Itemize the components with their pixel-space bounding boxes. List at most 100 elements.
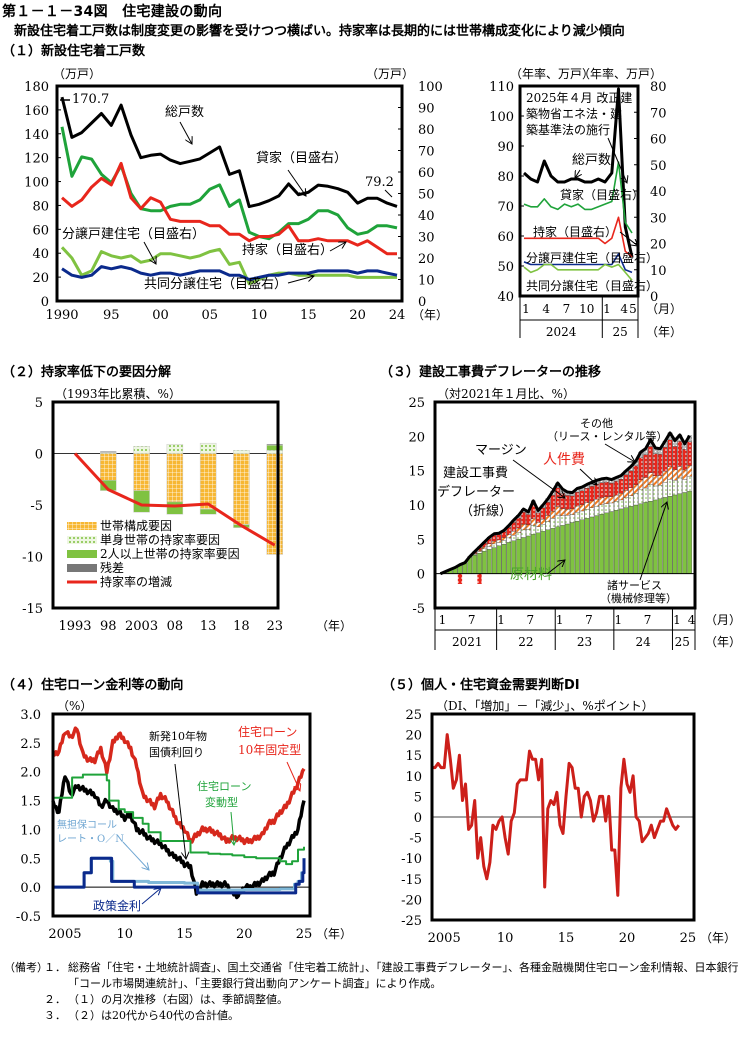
bar-segment-マージン: [555, 506, 560, 516]
x-year-label: 23: [577, 635, 592, 649]
y-tick-left: 80: [497, 170, 514, 185]
annotation-deflator-2: デフレーター: [437, 484, 515, 500]
annotation-170-7: 170.7: [72, 92, 109, 107]
bar-segment-人件費: [643, 454, 648, 478]
bar-segment-諸サービス（機械修理等）: [584, 509, 590, 519]
y-tick-left: 180: [24, 80, 49, 95]
bar-segment-諸サービス（機械修理等）: [667, 479, 673, 497]
bar-segment-原材料: [604, 512, 609, 574]
x-tick-label: 15: [176, 927, 193, 942]
notes-label: （備考）: [4, 961, 48, 974]
y-tick-label: 25: [405, 708, 422, 723]
bar-segment-世帯構成要因: [100, 453, 117, 481]
bar-segment-2人以上世帯の持家率要因: [266, 445, 283, 451]
y-tick-left: 100: [24, 176, 49, 191]
y-tick-label: -15: [401, 873, 422, 888]
bar-segment-原材料: [628, 506, 634, 574]
y-tick-right: 70: [418, 145, 435, 160]
y-tick-label: 2.5: [20, 737, 41, 752]
y-tick-right: 50: [418, 188, 435, 203]
x-month-unit: （月）: [646, 302, 682, 316]
bar-segment-原材料: [599, 514, 604, 574]
bar-segment-諸サービス（機械修理等）: [496, 542, 502, 546]
y-tick-left: 20: [32, 271, 49, 286]
bar-segment-マージン: [496, 539, 502, 543]
bar-segment-マージン: [623, 490, 629, 498]
bar-segment-諸サービス（機械修理等）: [550, 518, 556, 529]
bar-segment-諸サービス（機械修理等）: [682, 479, 687, 493]
bar-segment-諸サービス（機械修理等）: [545, 521, 551, 530]
y-tick-label: 1.5: [20, 795, 41, 810]
bar-segment-人件費: [662, 447, 668, 472]
y-tick-label: 5: [414, 790, 422, 805]
y-axis-label-left: （万戸）: [53, 67, 101, 81]
note-3-number: ３．: [44, 1009, 66, 1022]
annotation-total: 総戸数: [572, 153, 611, 168]
bar-segment-人件費: [540, 507, 546, 520]
y-tick-right: 80: [418, 123, 435, 138]
annotation-arrow: [604, 443, 635, 462]
bar-segment-人件費: [594, 484, 600, 500]
bar-segment-2人以上世帯の持家率要因: [199, 508, 217, 515]
y-tick-right: 0: [650, 290, 658, 305]
bar-segment-原材料: [560, 525, 565, 574]
bar-segment-マージン: [638, 479, 644, 491]
bar-segment-人件費: [545, 502, 551, 516]
bar-segment-マージン: [589, 500, 595, 508]
bar-segment-人件費: [613, 480, 619, 496]
bar-segment-マージン: [579, 504, 585, 512]
annotation-owner: 持家（目盛右）: [533, 224, 617, 239]
y-tick-label: 0: [417, 568, 425, 583]
y-tick-label: 5: [417, 533, 425, 548]
annotation-margin: マージン: [475, 443, 527, 458]
bar-segment-原材料: [667, 496, 673, 574]
plot-frame: [51, 712, 312, 918]
annotation-labor: 人件費: [543, 452, 585, 468]
annotation-total: 総戸数: [165, 105, 204, 120]
bar-segment-マージン: [491, 541, 497, 545]
y-tick-left: 110: [489, 80, 514, 95]
series-line-共同分譲住宅（目盛右）: [523, 263, 633, 281]
bar-segment-原材料: [574, 520, 580, 574]
bar-segment-諸サービス（機械修理等）: [535, 526, 541, 533]
annotation-arrow: [143, 241, 156, 264]
bar-segment-原材料: [672, 494, 678, 574]
y-tick-left: 60: [497, 230, 514, 245]
bar-segment-人件費: [609, 482, 614, 497]
bar-segment-人件費: [584, 487, 590, 503]
y-tick-right: 90: [418, 102, 435, 117]
bar-segment-世帯構成要因: [166, 453, 184, 503]
annotation-law-3: 築基準法の施行: [526, 122, 610, 137]
bar-segment-人件費: [604, 481, 609, 497]
bar-segment-人件費: [633, 465, 639, 485]
legend-label: 持家率の増減: [100, 574, 172, 589]
bar-segment-マージン: [643, 477, 648, 489]
bar-segment-世帯構成要因: [199, 453, 217, 510]
x-tick-label: 1990: [45, 308, 78, 323]
bar-segment-人件費: [682, 449, 687, 471]
bar-segment-原材料: [496, 545, 502, 574]
x-month-label: 10: [579, 302, 594, 316]
series-line-住宅ローン変動型: [53, 773, 305, 866]
y-tick-left: 60: [32, 223, 49, 238]
y-axis-label-left: （年率、万戸）: [510, 66, 594, 81]
x-tick-label: 15: [558, 931, 575, 946]
y-tick-label: 0.5: [20, 852, 41, 867]
bar-segment-マージン: [501, 537, 507, 541]
bar-segment-人件費: [535, 512, 541, 523]
bar-segment-諸サービス（機械修理等）: [599, 504, 604, 515]
x-year-label: 25: [613, 325, 628, 339]
y-tick-right: 30: [418, 231, 435, 246]
y-tick-right: 50: [650, 159, 667, 174]
x-month-label: 4: [620, 302, 628, 316]
annotation-services-1: 諸サービス: [607, 578, 662, 592]
legend-swatch: [67, 550, 97, 558]
bar-segment-マージン: [521, 524, 526, 531]
legend-label: 2人以上世帯の持家率要因: [100, 546, 240, 561]
chart-monthly-starts: （年率、万戸）（年率、万戸）40506070809010011001020304…: [489, 66, 682, 339]
x-tick-label: 98: [100, 619, 117, 634]
x-month-label: 4: [688, 613, 696, 627]
bar-segment-諸サービス（機械修理等）: [477, 551, 482, 554]
y-tick-right: 100: [418, 80, 443, 95]
y-tick-left: 40: [497, 290, 514, 305]
